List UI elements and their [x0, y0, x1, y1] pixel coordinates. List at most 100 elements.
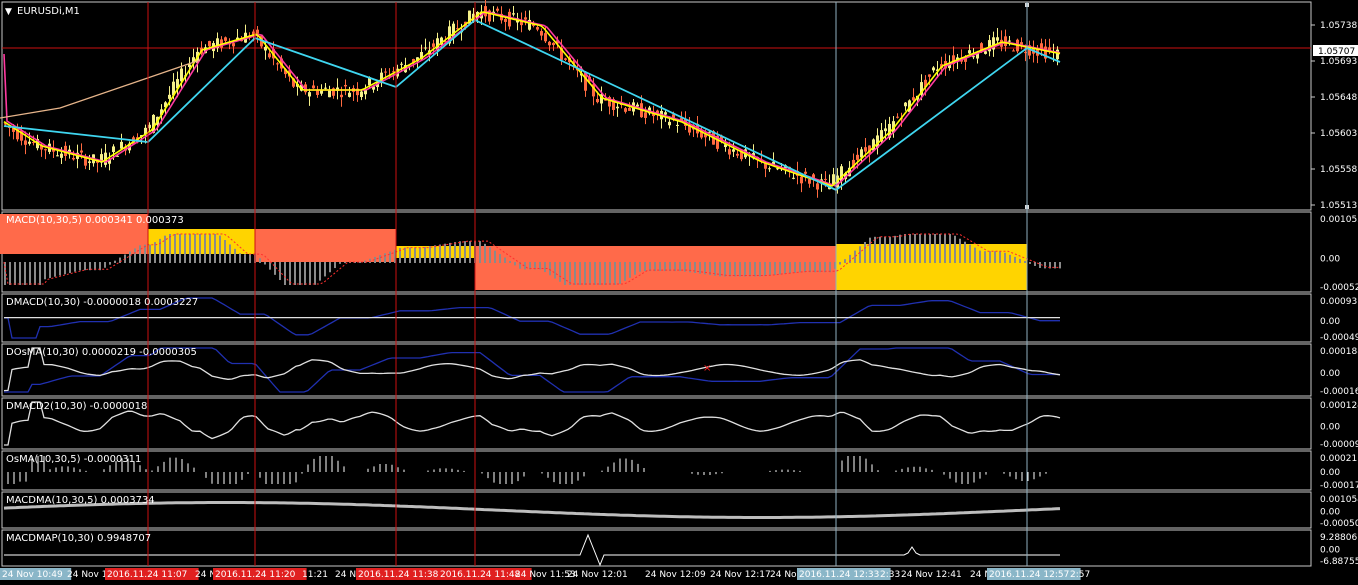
- candle-body: [984, 51, 987, 54]
- macd-histogram-bar: [819, 262, 821, 273]
- old-trend-line: [0, 59, 201, 119]
- time-marker-box: [213, 568, 307, 580]
- candle-body: [880, 130, 883, 142]
- macd-histogram-bar: [364, 260, 366, 263]
- macd-histogram-bar: [399, 247, 401, 263]
- indicator-scale-label: 0.000937: [1320, 297, 1358, 307]
- indicator-title-dosma: DOsMA(10,30) 0.0000219 -0.0000305: [6, 347, 197, 358]
- macd-block: [0, 214, 148, 254]
- candle-body: [232, 43, 235, 47]
- candle-body: [544, 33, 547, 42]
- dosma-white-line: [3, 347, 1061, 392]
- indicator-title-dmacd: DMACD(10,30) -0.0000018 0.0003227: [6, 297, 198, 308]
- indicator-panels[interactable]: ×: [0, 214, 1061, 567]
- macd-histogram-bar: [839, 262, 841, 265]
- macd-histogram-bar: [1034, 262, 1036, 266]
- time-axis: 24 Nov 10:49 24 Nov 1 2016.11.24 11:07 24 N…: [0, 568, 1090, 580]
- candle-body: [868, 145, 871, 154]
- macd-histogram-bar: [909, 234, 911, 263]
- macd-histogram-bar: [444, 243, 446, 263]
- candle-body: [88, 161, 91, 163]
- macd-histogram-bar: [624, 262, 626, 281]
- macd-histogram-bar: [744, 262, 746, 277]
- candle-body: [664, 112, 667, 115]
- macd-histogram-bar: [89, 262, 91, 271]
- macd-histogram-bar: [539, 262, 541, 270]
- macd-histogram-bar: [49, 262, 51, 279]
- price-scale-label: 1.05558: [1320, 165, 1357, 175]
- macd-histogram-bar: [314, 262, 316, 285]
- macd-histogram-bar: [854, 250, 856, 263]
- candle-body: [24, 140, 27, 145]
- candle-body: [180, 68, 183, 82]
- candle-body: [560, 48, 563, 60]
- candle-body: [876, 135, 879, 148]
- dosma-blue-line: [4, 347, 1060, 393]
- candle-body: [356, 88, 359, 96]
- macd-histogram-bar: [684, 262, 686, 272]
- macd-histogram-bar: [29, 262, 31, 285]
- macd-histogram-bar: [44, 262, 46, 280]
- macd-histogram-bar: [1004, 252, 1006, 263]
- candle-body: [300, 84, 303, 91]
- macd-histogram-bar: [694, 262, 696, 273]
- macd-histogram-bar: [144, 244, 146, 263]
- macd-histogram-bar: [294, 262, 296, 285]
- menu-icon[interactable]: ▼: [5, 7, 12, 17]
- candle-body: [108, 159, 111, 164]
- macd-histogram-bar: [614, 262, 616, 285]
- macd-histogram-bar: [84, 262, 86, 271]
- candle-body: [936, 69, 939, 71]
- candle-body: [112, 146, 115, 153]
- macd-histogram-bar: [469, 241, 471, 263]
- macd-histogram-bar: [199, 234, 201, 263]
- main-price-chart[interactable]: [0, 0, 1311, 209]
- candle-body: [904, 102, 907, 107]
- candle-body: [920, 82, 923, 95]
- macd-histogram-bar: [9, 262, 11, 285]
- macd-histogram-bar: [644, 262, 646, 272]
- candle-body: [412, 59, 415, 63]
- candle-body: [888, 123, 891, 138]
- candle-body: [224, 37, 227, 41]
- candle-body: [824, 178, 827, 180]
- panel-frame-6: [1, 491, 1312, 529]
- macd-histogram-bar: [584, 262, 586, 285]
- candle-body: [448, 26, 451, 44]
- candle-body: [312, 85, 315, 89]
- time-axis-label: 2016.11.24 12:57: [989, 570, 1069, 580]
- candle-body: [268, 53, 271, 58]
- time-axis-label: 24 Nov 1: [67, 570, 107, 580]
- candle-body: [1028, 45, 1031, 56]
- macd-histogram-bar: [569, 262, 571, 285]
- candle-body: [676, 124, 679, 126]
- candle-body: [344, 84, 347, 87]
- macd-histogram-bar: [319, 262, 321, 281]
- macd-histogram-bar: [609, 262, 611, 285]
- candle-body: [740, 150, 743, 160]
- macd-histogram-bar: [24, 262, 26, 285]
- time-axis-label: 24 Nov 11:53: [515, 570, 576, 580]
- macd-histogram-bar: [549, 262, 551, 276]
- macd-histogram-bar: [1019, 258, 1021, 263]
- macd-histogram-bar: [59, 262, 61, 276]
- macd-histogram-bar: [489, 247, 491, 263]
- slow-moving-average-line: [3, 10, 1061, 187]
- candle-body: [392, 71, 395, 73]
- candle-body: [172, 81, 175, 96]
- candle-body: [204, 47, 207, 54]
- time-marker-box: [438, 568, 532, 580]
- macd-histogram-bar: [149, 244, 151, 263]
- macd-histogram-bar: [1059, 262, 1061, 269]
- macd-histogram-bar: [274, 262, 276, 275]
- macd-histogram-bar: [794, 262, 796, 273]
- macd-histogram-bar: [494, 250, 496, 263]
- candle-body: [628, 107, 631, 111]
- macd-histogram-bar: [104, 262, 106, 268]
- candle-body: [532, 24, 535, 26]
- candle-body: [264, 46, 267, 51]
- time-marker-box: [105, 568, 199, 580]
- macd-histogram-bar: [289, 262, 291, 285]
